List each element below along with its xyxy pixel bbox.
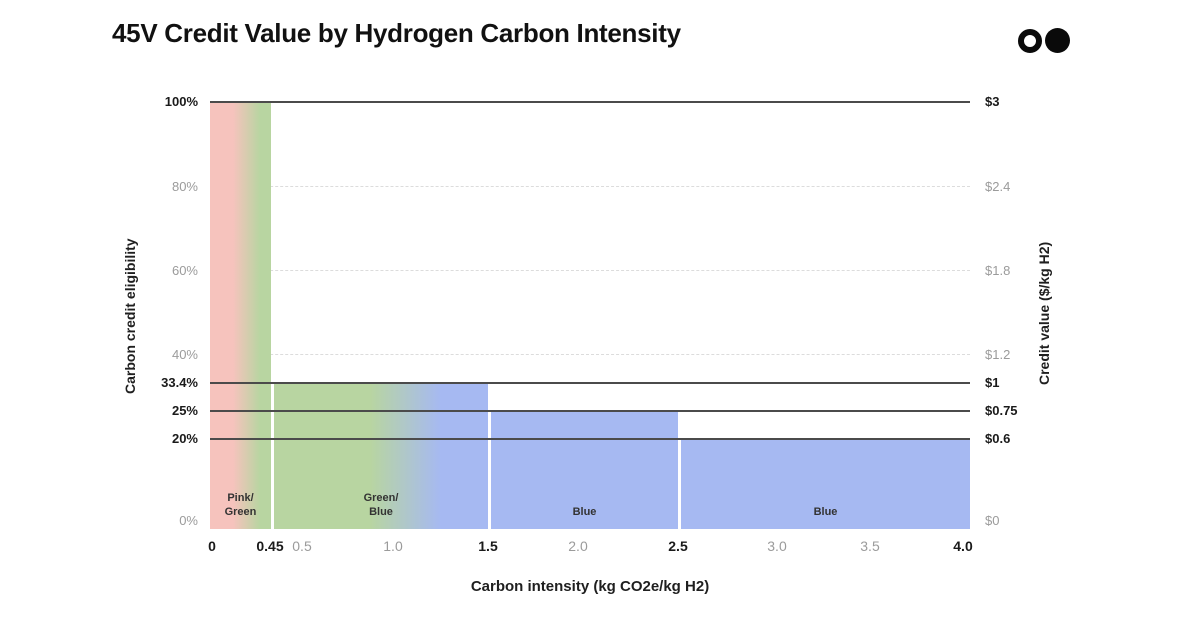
bar-blue-2: Blue [681,439,970,529]
chart-title: 45V Credit Value by Hydrogen Carbon Inte… [112,18,681,48]
gridline-solid-100pct [210,101,970,103]
x-tick-1-5: 1.5 [478,538,498,554]
x-tick-0-5: 0.5 [292,538,312,554]
y-tick-right-3dollar: $3 [985,94,1000,109]
y-tick-left-25pct: 25% [171,403,198,418]
bar-pink-green: Pink/ Green [210,102,271,529]
bar-label-blue-1: Blue [572,506,597,518]
x-tick-1-0: 1.0 [383,538,403,554]
x-tick-2-5: 2.5 [668,538,688,554]
bar-blue-1: Blue [491,411,678,529]
bar-green-blue: Green/ Blue [274,383,488,529]
y-tick-left-20pct: 20% [171,431,198,446]
y-tick-right-2-4dollar: $2.4 [985,179,1011,194]
x-tick-4-0: 4.0 [953,538,973,554]
x-tick-0-45: 0.45 [256,538,284,554]
x-tick-0: 0 [208,538,216,554]
filled-circle-icon [1045,28,1070,53]
gridline-solid-25pct [210,410,970,412]
y-tick-right-0-75dollar: $0.75 [985,403,1018,418]
bar-label-green-blue: Green/ Blue [363,492,399,518]
y-tick-right-0-6dollar: $0.6 [985,431,1011,446]
gridline-dashed-40pct [210,354,970,355]
logo [1018,28,1070,53]
y-tick-left-80pct: 80% [171,179,198,194]
bar-label-blue-2: Blue [813,506,838,518]
y-tick-right-0dollar: $0 [985,513,1000,528]
gridline-solid-20pct [210,438,970,440]
x-tick-3-0: 3.0 [767,538,787,554]
y-tick-left-33-4pct: 33.4% [161,375,198,390]
y-tick-left-100pct: 100% [164,94,198,109]
y-tick-left-0pct: 0% [179,513,198,528]
x-axis-title: Carbon intensity (kg CO2e/kg H2) [470,578,710,595]
x-tick-2-0: 2.0 [568,538,588,554]
y-tick-right-1-2dollar: $1.2 [985,347,1011,362]
gridline-dashed-80pct [210,186,970,187]
y-tick-right-1-8dollar: $1.8 [985,263,1011,278]
plot-area: Pink/ Green Green/ Blue Blue Blue [210,101,970,529]
bar-label-pink-green: Pink/ Green [224,492,257,518]
y-tick-left-40pct: 40% [171,347,198,362]
x-tick-3-5: 3.5 [860,538,880,554]
y-tick-right-1dollar: $1 [985,375,1000,390]
gridline-solid-33-4pct [210,382,970,384]
gridline-dashed-60pct [210,270,970,271]
y-tick-left-60pct: 60% [171,263,198,278]
ring-circle-icon [1018,28,1042,53]
